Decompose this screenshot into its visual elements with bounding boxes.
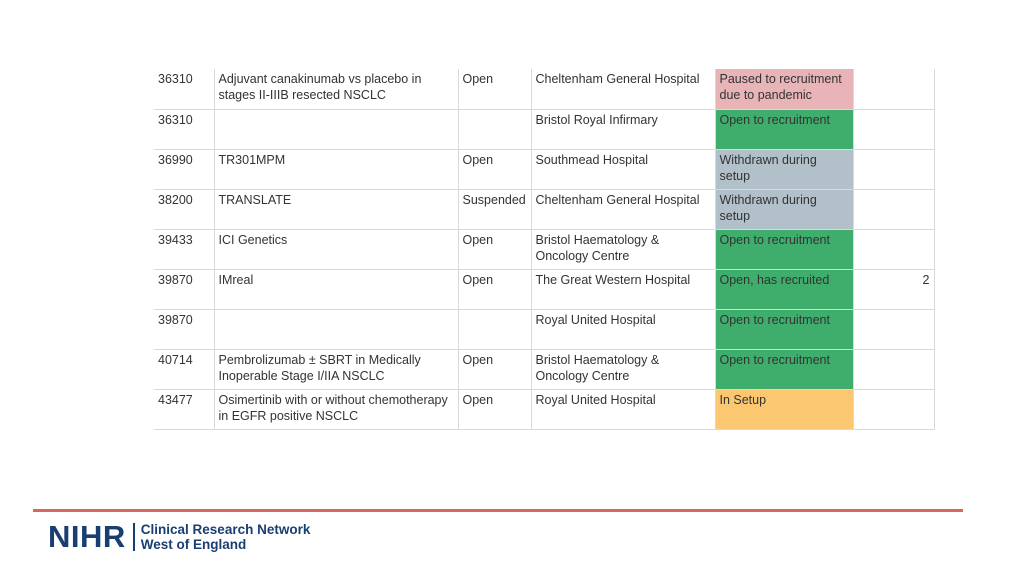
trial-id-cell: 40714 (154, 349, 214, 390)
site-cell: Bristol Royal Infirmary (530, 109, 715, 150)
trials-table-body: 36310 Adjuvant canakinumab vs placebo in … (154, 69, 935, 430)
table-row: 40714 Pembrolizumab ± SBRT in Medically I… (154, 349, 935, 390)
trial-title-cell (213, 109, 458, 150)
trial-status-cell: Open (457, 149, 531, 190)
trial-title-cell: ICI Genetics (213, 229, 458, 270)
trial-status-cell: Open (457, 389, 531, 430)
site-cell: Royal United Hospital (530, 389, 715, 430)
trial-id-cell: 36310 (154, 69, 214, 110)
site-cell: Cheltenham General Hospital (530, 69, 715, 110)
site-cell: Bristol Haematology & Oncology Centre (530, 349, 715, 390)
nihr-logo: NIHR Clinical Research Network West of E… (48, 521, 310, 553)
recruitment-status-cell: Paused to recruitment due to pandemic (714, 69, 853, 110)
logo-text: Clinical Research Network West of Englan… (141, 522, 311, 552)
table-row: 39433 ICI Genetics Open Bristol Haematology… (154, 229, 935, 270)
trial-id-cell: 39870 (154, 309, 214, 350)
trial-status-cell: Open (457, 349, 531, 390)
trial-status-cell (457, 309, 531, 350)
trial-id-cell: 39870 (154, 269, 214, 310)
recruited-count-cell (852, 309, 935, 350)
trial-status-cell: Open (457, 229, 531, 270)
site-cell: Bristol Haematology & Oncology Centre (530, 229, 715, 270)
table-row: 39870 IMreal Open The Great Western Hospita… (154, 269, 935, 310)
trial-id-cell: 36310 (154, 109, 214, 150)
trial-title-cell: Osimertinib with or without chemotherapy… (213, 389, 458, 430)
logo-divider (132, 523, 135, 551)
site-cell: Cheltenham General Hospital (530, 189, 715, 230)
table-row: 38200 TRANSLATE Suspended Cheltenham Genera… (154, 189, 935, 230)
recruited-count-cell (852, 149, 935, 190)
trial-id-cell: 38200 (154, 189, 214, 230)
recruited-count-cell (852, 189, 935, 230)
trial-title-cell: Adjuvant canakinumab vs placebo in stage… (213, 69, 458, 110)
recruitment-status-cell: Withdrawn during setup (714, 189, 853, 230)
recruited-count-cell (852, 69, 935, 110)
recruitment-status-cell: In Setup (714, 389, 853, 430)
table-row: 36310 Bristol Royal Infirmary Open to recr… (154, 109, 935, 150)
footer-divider (33, 509, 963, 512)
trials-table: 36310 Adjuvant canakinumab vs placebo in … (154, 69, 935, 430)
trial-title-cell: TR301MPM (213, 149, 458, 190)
trial-status-cell: Open (457, 269, 531, 310)
recruitment-status-cell: Open to recruitment (714, 109, 853, 150)
recruited-count-cell (852, 229, 935, 270)
table-row: 36310 Adjuvant canakinumab vs placebo in … (154, 69, 935, 110)
trial-id-cell: 36990 (154, 149, 214, 190)
trial-status-cell (457, 109, 531, 150)
recruitment-status-cell: Open to recruitment (714, 309, 853, 350)
logo-mark: NIHR (48, 519, 126, 554)
site-cell: Southmead Hospital (530, 149, 715, 190)
recruitment-status-cell: Open to recruitment (714, 349, 853, 390)
trial-title-cell: Pembrolizumab ± SBRT in Medically Inoper… (213, 349, 458, 390)
table-row: 39870 Royal United Hospital Open to recrui… (154, 309, 935, 350)
recruitment-status-cell: Open to recruitment (714, 229, 853, 270)
recruited-count-cell (852, 349, 935, 390)
trial-status-cell: Suspended (457, 189, 531, 230)
recruited-count-cell (852, 109, 935, 150)
recruited-count-cell (852, 389, 935, 430)
trial-title-cell: IMreal (213, 269, 458, 310)
trial-id-cell: 43477 (154, 389, 214, 430)
table-row: 36990 TR301MPM Open Southmead Hospital Withd… (154, 149, 935, 190)
site-cell: The Great Western Hospital (530, 269, 715, 310)
logo-line-1: Clinical Research Network (140, 522, 311, 537)
site-cell: Royal United Hospital (530, 309, 715, 350)
table-row: 43477 Osimertinib with or without chemoth… (154, 389, 935, 430)
trial-status-cell: Open (457, 69, 531, 110)
trial-id-cell: 39433 (154, 229, 214, 270)
recruitment-status-cell: Open, has recruited (714, 269, 853, 310)
trial-title-cell (213, 309, 458, 350)
logo-line-2: West of England (140, 537, 247, 552)
recruited-count-cell: 2 (852, 269, 935, 310)
trial-title-cell: TRANSLATE (213, 189, 458, 230)
recruitment-status-cell: Withdrawn during setup (714, 149, 853, 190)
